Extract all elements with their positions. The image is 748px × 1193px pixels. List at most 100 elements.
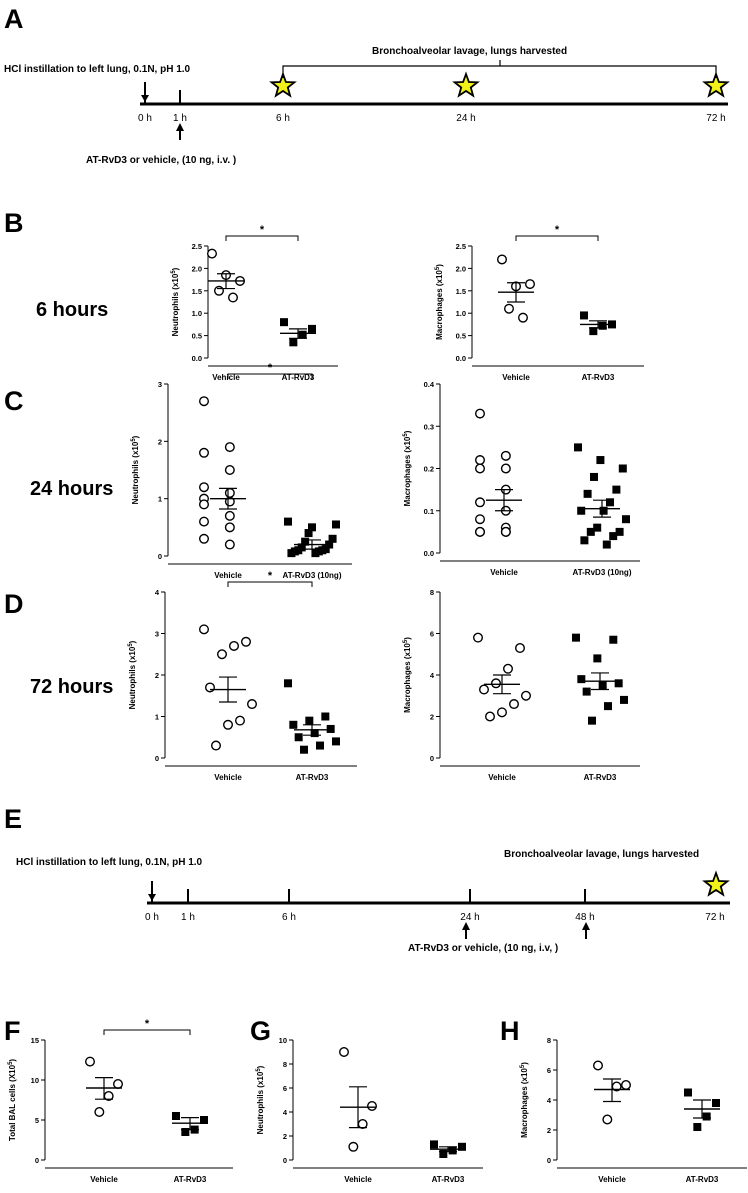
- y-tick-label: 8: [430, 588, 434, 597]
- treated-point: [622, 515, 630, 524]
- treated-point: [615, 527, 624, 536]
- significance-marker: *: [268, 570, 273, 582]
- significance-bracket: [227, 581, 313, 587]
- vehicle-point: [198, 396, 209, 407]
- treated-point: [580, 536, 589, 545]
- treated-point: [200, 1116, 208, 1124]
- x-category-label: AT-RvD3 (10ng): [283, 571, 342, 580]
- chart-c1: 0 1 2 3 Neutrophils (x105) Vehicle AT-RvD3 (10…: [131, 362, 352, 580]
- y-axis-label: Macrophages (x105): [520, 1062, 529, 1138]
- vehicle-point: [198, 624, 209, 635]
- vehicle-point: [475, 408, 486, 419]
- vehicle-point: [224, 522, 235, 533]
- treatment-arrow-head: [462, 922, 470, 930]
- y-axis-label: Neutrophils (x105): [131, 435, 140, 504]
- vehicle-point: [525, 279, 536, 290]
- vehicle-point: [479, 684, 490, 695]
- y-tick-label: 3: [158, 380, 162, 389]
- treated-point: [294, 733, 303, 742]
- treated-point: [305, 716, 314, 725]
- vehicle-point: [473, 632, 484, 643]
- treated-point: [593, 523, 602, 532]
- y-tick-label: 2: [155, 671, 159, 680]
- treated-point: [609, 635, 618, 644]
- chart-g: 0 2 4 6 8 10 Neutrophils (x105) Vehicle AT-RvD3: [256, 1036, 483, 1184]
- significance-bracket: [515, 235, 599, 241]
- y-axis-label: Macrophages (x105): [403, 637, 412, 713]
- timeline_e-tick-label: 24 h: [460, 912, 479, 923]
- timeline-a-harvest: Bronchoalveolar lavage, lungs harvested: [372, 46, 567, 57]
- treated-point: [316, 741, 324, 750]
- treated-point: [289, 338, 298, 347]
- y-tick-label: 0.4: [424, 380, 435, 389]
- y-tick-label: 0.1: [424, 507, 434, 516]
- treated-point: [321, 712, 330, 721]
- treated-point: [284, 517, 292, 526]
- vehicle-point: [348, 1141, 359, 1152]
- treated-point: [280, 318, 288, 327]
- vehicle-point: [500, 526, 511, 537]
- vehicle-point: [485, 711, 496, 722]
- vehicle-point: [240, 636, 251, 647]
- y-tick-label: 4: [155, 588, 160, 597]
- chart-f: 0 5 10 15 Total BAL cells (X105) Vehicle AT-Rv…: [8, 1018, 233, 1184]
- vehicle-point: [224, 539, 235, 550]
- treated-point: [332, 520, 340, 529]
- treated-point: [300, 745, 308, 754]
- harvest-star-icon: [452, 71, 480, 98]
- significance-marker: *: [145, 1018, 150, 1030]
- vehicle-point: [246, 699, 257, 710]
- treated-point: [586, 527, 595, 536]
- timeline_a-tick-label: 0 h: [138, 113, 152, 124]
- vehicle-point: [112, 1078, 123, 1089]
- y-tick-label: 6: [283, 1084, 287, 1093]
- timeline-e-instillation: HCl instillation to left lung, 0.1N, pH …: [16, 857, 203, 868]
- timeline-e: HCl instillation to left lung, 0.1N, pH …: [16, 849, 730, 954]
- treated-point: [332, 737, 340, 746]
- treated-point: [289, 720, 298, 729]
- treated-point: [580, 311, 588, 320]
- y-tick-label: 2.0: [456, 264, 466, 273]
- y-tick-label: 2.5: [456, 242, 466, 251]
- treated-point: [574, 443, 582, 452]
- y-tick-label: 10: [279, 1036, 287, 1045]
- timeline-e-harvest: Bronchoalveolar lavage, lungs harvested: [504, 849, 699, 860]
- vehicle-point: [222, 719, 233, 730]
- y-tick-label: 2: [158, 437, 162, 446]
- timeline_e-tick-label: 6 h: [282, 912, 296, 923]
- vehicle-point: [224, 510, 235, 521]
- panel-letter-a: A: [4, 4, 24, 34]
- vehicle-point: [198, 482, 209, 493]
- y-axis-label: Neutrophils (x105): [171, 267, 180, 336]
- treated-point: [287, 549, 296, 558]
- y-tick-label: 0.0: [424, 549, 434, 558]
- vehicle-point: [475, 514, 486, 525]
- row-label-24h: 24 hours: [30, 478, 113, 500]
- y-tick-label: 6: [430, 630, 434, 639]
- y-axis-label: Total BAL cells (X105): [8, 1059, 17, 1142]
- y-tick-label: 2.5: [192, 242, 202, 251]
- vehicle-point: [475, 455, 486, 466]
- treated-point: [602, 540, 611, 549]
- vehicle-point: [210, 740, 221, 751]
- y-tick-label: 1: [158, 495, 162, 504]
- panel-letter-h: H: [500, 1016, 520, 1046]
- treated-point: [577, 675, 586, 684]
- y-tick-label: 0.5: [192, 332, 202, 341]
- vehicle-point: [602, 1114, 613, 1125]
- y-tick-label: 0.3: [424, 422, 434, 431]
- vehicle-point: [367, 1100, 378, 1111]
- vehicle-point: [227, 292, 238, 303]
- timeline_e-tick-label: 48 h: [575, 912, 594, 923]
- x-category-label: AT-RvD3: [432, 1175, 465, 1184]
- x-category-label: AT-RvD3: [686, 1175, 719, 1184]
- treated-point: [181, 1128, 190, 1136]
- y-axis-label: Neutrophils (x105): [128, 640, 137, 709]
- y-tick-label: 0: [155, 754, 159, 763]
- vehicle-point: [198, 516, 209, 527]
- y-tick-label: 1.5: [192, 287, 202, 296]
- y-tick-label: 2.0: [192, 264, 202, 273]
- y-tick-label: 0: [35, 1156, 39, 1165]
- chart-d2: 0 2 4 6 8 Macrophages (x105) Vehicle AT-RvD3: [403, 588, 640, 782]
- vehicle-point: [475, 497, 486, 508]
